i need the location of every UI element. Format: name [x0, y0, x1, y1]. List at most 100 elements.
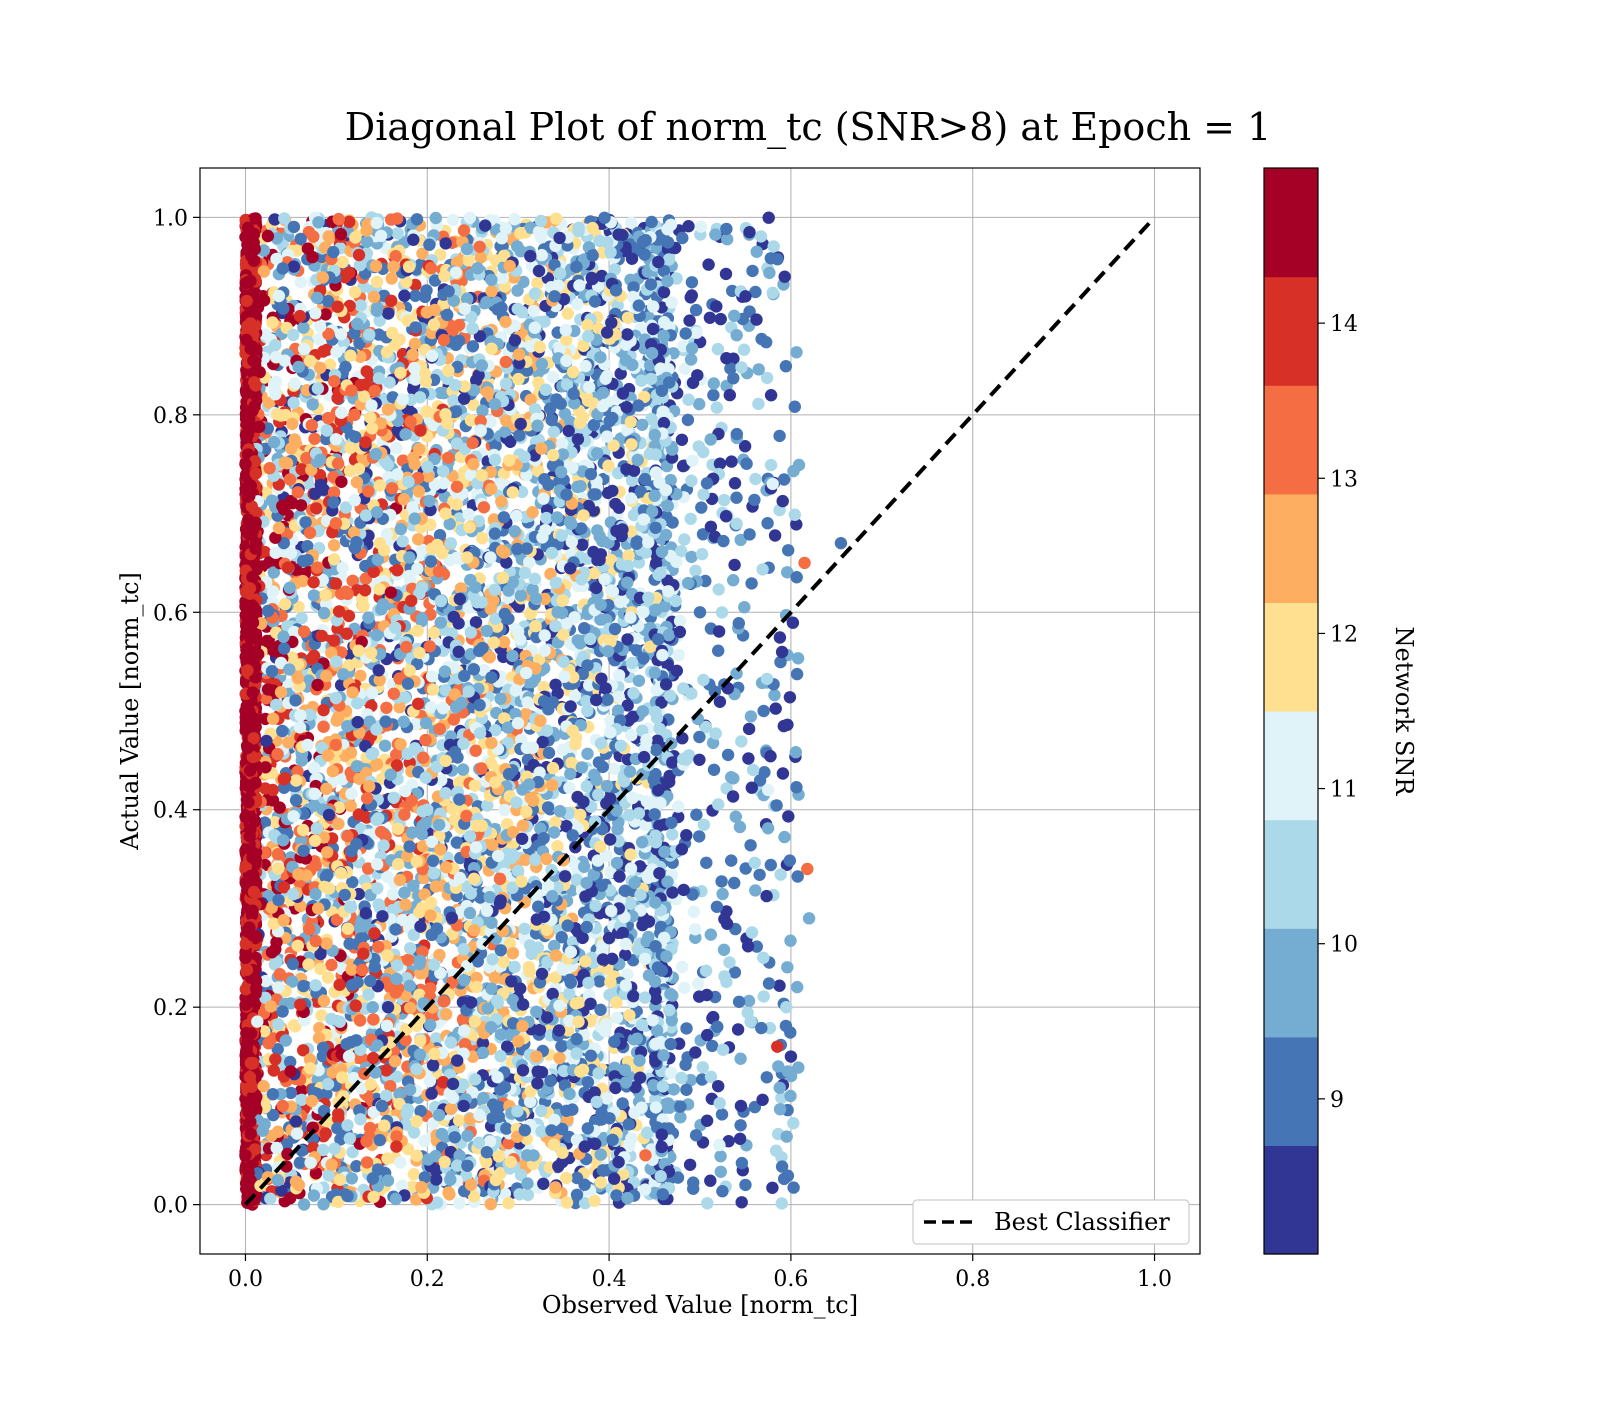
- scatter-point: [585, 1050, 597, 1062]
- scatter-point: [394, 874, 406, 886]
- scatter-point: [588, 419, 600, 431]
- scatter-point: [728, 310, 740, 322]
- scatter-point: [557, 744, 569, 756]
- scatter-point: [536, 358, 548, 370]
- scatter-point: [497, 956, 509, 968]
- scatter-point: [537, 1178, 549, 1190]
- scatter-point: [702, 258, 714, 270]
- scatter-point: [354, 1014, 366, 1026]
- scatter-point: [713, 583, 725, 595]
- scatter-point: [448, 713, 460, 725]
- scatter-point: [507, 947, 519, 959]
- scatter-point: [500, 415, 512, 427]
- scatter-point: [688, 906, 700, 918]
- scatter-points: [239, 211, 847, 1211]
- scatter-point: [763, 977, 775, 989]
- scatter-point: [763, 267, 775, 279]
- scatter-point: [773, 430, 785, 442]
- scatter-point: [693, 398, 705, 410]
- scatter-point: [695, 501, 707, 513]
- scatter-point: [685, 475, 697, 487]
- scatter-point: [768, 689, 780, 701]
- scatter-point: [752, 398, 764, 410]
- scatter-point: [666, 828, 678, 840]
- scatter-point: [753, 869, 765, 881]
- scatter-point: [476, 405, 488, 417]
- scatter-point: [765, 389, 777, 401]
- scatter-point: [398, 290, 410, 302]
- scatter-point: [722, 749, 734, 761]
- scatter-point: [582, 1076, 594, 1088]
- scatter-point: [676, 961, 688, 973]
- scatter-point: [592, 1067, 604, 1079]
- scatter-point: [367, 566, 379, 578]
- scatter-point: [778, 831, 790, 843]
- scatter-point: [409, 290, 421, 302]
- scatter-point: [746, 926, 758, 938]
- scatter-point: [595, 1148, 607, 1160]
- scatter-point: [765, 459, 777, 471]
- scatter-point: [777, 495, 789, 507]
- scatter-point: [566, 1103, 578, 1115]
- scatter-point: [613, 870, 625, 882]
- scatter-point: [453, 1197, 465, 1209]
- scatter-point: [724, 389, 736, 401]
- scatter-point: [394, 1156, 406, 1168]
- scatter-point: [687, 1183, 699, 1195]
- scatter-point: [685, 551, 697, 563]
- scatter-point: [297, 980, 309, 992]
- scatter-point: [614, 596, 626, 608]
- scatter-point: [716, 606, 728, 618]
- scatter-point: [689, 565, 701, 577]
- scatter-point: [716, 1108, 728, 1120]
- scatter-point: [697, 674, 709, 686]
- scatter-point: [716, 888, 728, 900]
- scatter-point: [756, 563, 768, 575]
- scatter-point: [746, 265, 758, 277]
- scatter-point: [707, 389, 719, 401]
- scatter-point: [408, 1168, 420, 1180]
- scatter-point: [763, 212, 775, 224]
- scatter-point: [685, 353, 697, 365]
- scatter-point: [674, 1111, 686, 1123]
- scatter-point: [302, 958, 314, 970]
- scatter-point: [511, 284, 523, 296]
- scatter-point: [705, 521, 717, 533]
- scatter-point: [758, 766, 770, 778]
- scatter-point: [781, 961, 793, 973]
- scatter-point: [420, 284, 432, 296]
- scatter-point: [673, 649, 685, 661]
- scatter-point: [714, 1150, 726, 1162]
- scatter-point: [770, 702, 782, 714]
- scatter-point: [718, 494, 730, 506]
- scatter-point: [731, 329, 743, 341]
- scatter-point: [776, 646, 788, 658]
- scatter-point: [725, 455, 737, 467]
- scatter-point: [665, 296, 677, 308]
- scatter-point: [761, 517, 773, 529]
- scatter-point: [758, 990, 770, 1002]
- scatter-point: [778, 473, 790, 485]
- scatter-point: [547, 371, 559, 383]
- scatter-point: [773, 980, 785, 992]
- scatter-point: [732, 1023, 744, 1035]
- scatter-point: [561, 1196, 573, 1208]
- scatter-point: [734, 821, 746, 833]
- scatter-point: [678, 982, 690, 994]
- scatter-point: [734, 1119, 746, 1131]
- scatter-point: [689, 1046, 701, 1058]
- scatter-point: [663, 1004, 675, 1016]
- scatter-point: [791, 981, 803, 993]
- scatter-point: [613, 691, 625, 703]
- scatter-point: [697, 1061, 709, 1073]
- scatter-point: [708, 764, 720, 776]
- scatter-point: [685, 513, 697, 525]
- scatter-point: [495, 495, 507, 507]
- scatter-point: [537, 492, 549, 504]
- scatter-point: [330, 577, 342, 589]
- scatter-point: [777, 767, 789, 779]
- scatter-point: [791, 571, 803, 583]
- scatter-point: [701, 1197, 713, 1209]
